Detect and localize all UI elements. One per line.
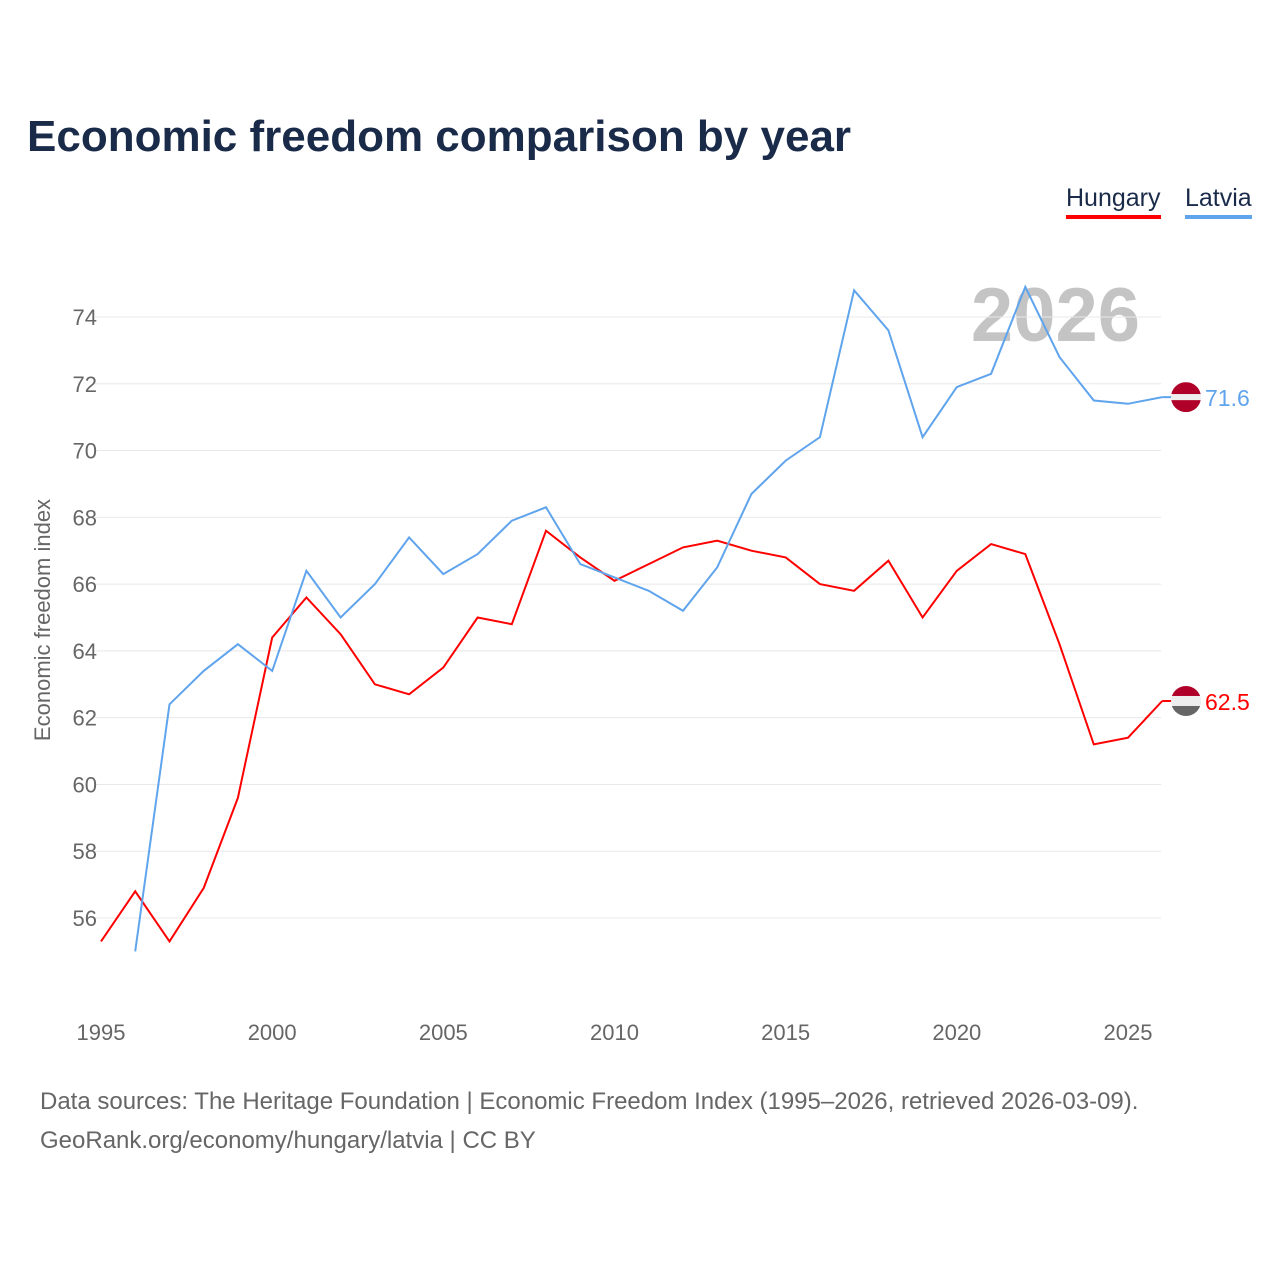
y-tick-label: 66 — [73, 572, 97, 597]
legend-latvia[interactable]: Latvia — [1185, 184, 1252, 219]
x-tick-label: 2025 — [1104, 1020, 1153, 1045]
y-tick-label: 68 — [73, 505, 97, 530]
credit-link[interactable]: GeoRank.org/economy/hungary/latvia | CC … — [40, 1127, 536, 1154]
x-tick-label: 2010 — [590, 1020, 639, 1045]
flag-icon-hungary — [1171, 685, 1201, 716]
series-line-latvia — [134, 284, 1163, 952]
y-tick-label: 74 — [73, 305, 97, 330]
y-axis-label: Economic freedom index — [30, 499, 55, 741]
y-tick-label: 60 — [73, 772, 97, 797]
y-tick-label: 64 — [73, 639, 97, 664]
y-tick-label: 58 — [73, 839, 97, 864]
data-source-note: Data sources: The Heritage Foundation | … — [40, 1088, 1139, 1115]
end-value-label: 71.6 — [1205, 385, 1250, 411]
end-value-label: 62.5 — [1205, 689, 1250, 715]
x-tick-label: 2005 — [419, 1020, 468, 1045]
y-tick-label: 72 — [73, 372, 97, 397]
chart-title: Economic freedom comparison by year — [27, 112, 852, 161]
x-tick-label: 2015 — [761, 1020, 810, 1045]
y-tick-label: 70 — [73, 439, 97, 464]
y-tick-label: 62 — [73, 706, 97, 731]
legend-hungary[interactable]: Hungary — [1066, 184, 1161, 219]
series-line-hungary — [100, 529, 1163, 944]
y-tick-label: 56 — [73, 906, 97, 931]
x-tick-label: 1995 — [77, 1020, 126, 1045]
year-watermark: 2026 — [971, 273, 1140, 358]
x-tick-label: 2000 — [248, 1020, 297, 1045]
flag-icon-latvia — [1171, 382, 1201, 413]
x-tick-label: 2020 — [932, 1020, 981, 1045]
